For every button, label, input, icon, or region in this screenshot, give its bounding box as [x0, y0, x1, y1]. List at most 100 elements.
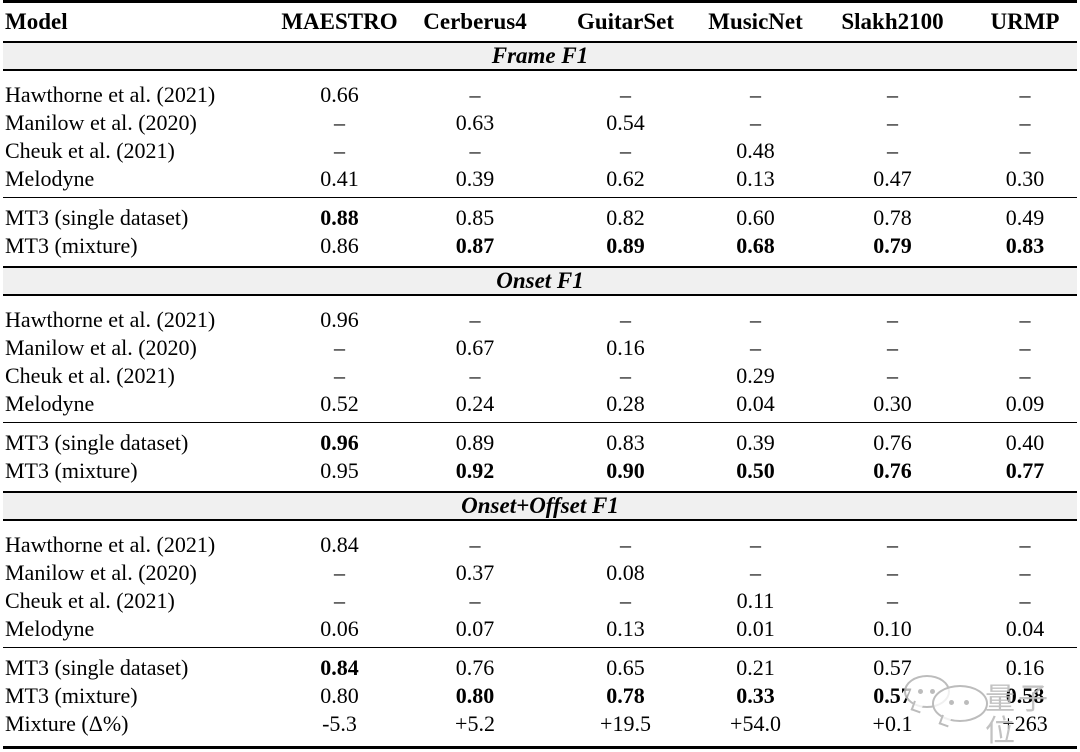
value-cell: 0.52: [320, 391, 359, 416]
value-cell: 0.16: [606, 335, 645, 360]
value-cell: –: [887, 560, 898, 585]
value-cell: –: [887, 335, 898, 360]
value-cell: 0.57: [812, 647, 973, 682]
model-cell: MT3 (single dataset): [3, 647, 281, 682]
value-cell: 0.80: [455, 683, 495, 708]
value-cell: 0.39: [699, 422, 812, 457]
model-cell: MT3 (mixture): [5, 233, 138, 258]
col-header-model: Model: [3, 1, 281, 43]
table-row: Cheuk et al. (2021) – – – 0.29 – –: [3, 362, 1077, 390]
col-header-guitarset: GuitarSet: [552, 1, 699, 43]
model-cell: MT3 (single dataset): [3, 422, 281, 457]
value-cell: 0.13: [606, 616, 645, 641]
value-cell: 0.39: [455, 166, 495, 191]
value-cell: 0.77: [1005, 458, 1045, 483]
value-cell: 0.83: [1005, 233, 1045, 258]
value-cell: –: [334, 110, 345, 135]
value-cell: –: [1019, 138, 1031, 163]
value-cell: –: [334, 588, 345, 613]
section-header-row: Onset F1: [3, 266, 1077, 296]
table-row: Cheuk et al. (2021) – – – 0.48 – –: [3, 137, 1077, 165]
value-cell: 0.84: [281, 647, 398, 682]
table-row: MT3 (mixture) 0.80 0.80 0.78 0.33 0.57 0.58: [3, 682, 1077, 710]
value-cell: 0.84: [320, 532, 359, 557]
model-cell: Melodyne: [5, 166, 95, 191]
table-row: MT3 (single dataset) 0.84 0.76 0.65 0.21 0.57…: [3, 647, 1077, 682]
value-cell: –: [469, 138, 481, 163]
col-header-cerberus4: Cerberus4: [398, 1, 552, 43]
value-cell: 0.08: [606, 560, 645, 585]
value-cell: –: [334, 335, 345, 360]
value-cell: –: [334, 138, 345, 163]
value-cell: –: [887, 82, 898, 107]
value-cell: –: [620, 532, 631, 557]
table-row: Mixture (Δ%) -5.3 +5.2 +19.5 +54.0 +0.1 +263: [3, 710, 1077, 748]
value-cell: –: [887, 363, 898, 388]
value-cell: 0.30: [1005, 166, 1045, 191]
results-table: Model MAESTRO Cerberus4 GuitarSet MusicN…: [3, 0, 1077, 749]
value-cell: 0.86: [320, 233, 359, 258]
value-cell: –: [1019, 110, 1031, 135]
value-cell: 0.04: [736, 391, 775, 416]
model-cell: MT3 (mixture): [5, 683, 138, 708]
table-row: Hawthorne et al. (2021) 0.96 – – – – –: [3, 295, 1077, 334]
col-header-maestro: MAESTRO: [281, 1, 398, 43]
value-cell: 0.63: [455, 110, 495, 135]
value-cell: –: [620, 82, 631, 107]
section-header-row: Onset+Offset F1: [3, 491, 1077, 521]
model-cell: Manilow et al. (2020): [5, 560, 197, 585]
value-cell: –: [1019, 363, 1031, 388]
model-cell: Melodyne: [5, 391, 95, 416]
value-cell: 0.96: [281, 422, 398, 457]
value-cell: –: [469, 307, 481, 332]
model-cell: Cheuk et al. (2021): [5, 363, 175, 388]
value-cell: 0.78: [812, 197, 973, 232]
value-cell: 0.54: [606, 110, 645, 135]
model-cell: Manilow et al. (2020): [5, 110, 197, 135]
value-cell: 0.57: [873, 683, 912, 708]
value-cell: +54.0: [730, 711, 781, 736]
table-row: Melodyne 0.06 0.07 0.13 0.01 0.10 0.04: [3, 615, 1077, 648]
value-cell: –: [887, 110, 898, 135]
table-row: Hawthorne et al. (2021) 0.66 – – – – –: [3, 70, 1077, 109]
value-cell: 0.04: [1005, 616, 1045, 641]
value-cell: 0.06: [320, 616, 359, 641]
value-cell: –: [469, 532, 481, 557]
value-cell: 0.65: [552, 647, 699, 682]
table-row: Manilow et al. (2020) – 0.37 0.08 – – –: [3, 559, 1077, 587]
value-cell: +0.1: [872, 711, 913, 736]
value-cell: 0.37: [455, 560, 495, 585]
value-cell: 0.16: [973, 647, 1077, 682]
table-row: Hawthorne et al. (2021) 0.84 – – – – –: [3, 520, 1077, 559]
value-cell: 0.49: [973, 197, 1077, 232]
value-cell: 0.58: [1005, 683, 1045, 708]
value-cell: 0.28: [606, 391, 645, 416]
value-cell: 0.87: [455, 233, 495, 258]
section-header-row: Frame F1: [3, 41, 1077, 71]
model-cell: MT3 (single dataset): [3, 197, 281, 232]
model-cell: Cheuk et al. (2021): [5, 138, 175, 163]
value-cell: 0.89: [606, 233, 645, 258]
value-cell: –: [750, 560, 761, 585]
table-row: MT3 (single dataset) 0.88 0.85 0.82 0.60 0.78…: [3, 197, 1077, 232]
value-cell: –: [1019, 335, 1031, 360]
value-cell: –: [1019, 588, 1031, 613]
model-cell: MT3 (mixture): [5, 458, 138, 483]
value-cell: +19.5: [600, 711, 651, 736]
model-cell: Melodyne: [5, 616, 95, 641]
value-cell: –: [620, 363, 631, 388]
value-cell: 0.24: [455, 391, 495, 416]
value-cell: –: [750, 335, 761, 360]
value-cell: 0.80: [320, 683, 359, 708]
value-cell: 0.33: [736, 683, 775, 708]
table-row: Manilow et al. (2020) – 0.67 0.16 – – –: [3, 334, 1077, 362]
value-cell: –: [469, 363, 481, 388]
value-cell: –: [334, 560, 345, 585]
value-cell: 0.41: [320, 166, 359, 191]
table-row: Melodyne 0.52 0.24 0.28 0.04 0.30 0.09: [3, 390, 1077, 423]
section-title: Frame F1: [3, 41, 1077, 71]
table-row: Cheuk et al. (2021) – – – 0.11 – –: [3, 587, 1077, 615]
value-cell: +263: [1002, 711, 1048, 736]
value-cell: 0.95: [320, 458, 359, 483]
value-cell: –: [620, 588, 631, 613]
